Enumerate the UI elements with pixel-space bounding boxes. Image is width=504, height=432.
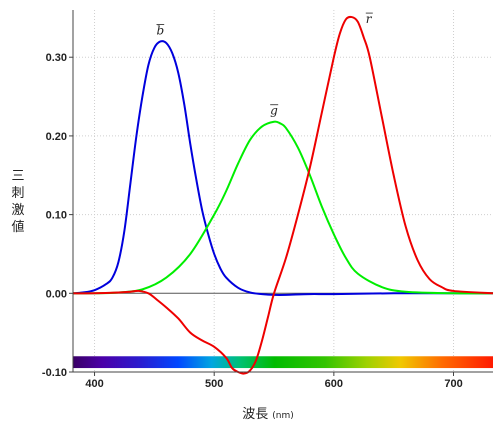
y-tick-label: -0.10 [42, 367, 67, 379]
y-tick-label: 0.10 [46, 210, 67, 222]
axes [69, 10, 493, 376]
y-axis-title-char: 刺 [11, 186, 24, 201]
series-group [72, 15, 494, 375]
series-label-g: g [270, 104, 278, 118]
grid [73, 10, 493, 373]
series-label-r: r [366, 12, 373, 26]
x-axis-title: 波長 (nm) [242, 407, 294, 422]
y-axis-title-char: 値 [11, 219, 24, 235]
y-tick-label: 0.00 [46, 288, 67, 300]
series-line-g [72, 120, 494, 295]
x-tick-label: 700 [444, 378, 462, 390]
spectrum-band [73, 356, 493, 369]
series-line-b [72, 40, 493, 296]
x-tick-label: 500 [205, 378, 223, 390]
y-tick-label: 0.30 [46, 52, 67, 64]
x-axis-title-text: 波長 [242, 407, 268, 422]
series-line-r [72, 15, 494, 375]
x-tick-label: 400 [85, 378, 103, 390]
y-axis-title-char: 三 [11, 169, 24, 184]
x-axis-title-unit: (nm) [272, 411, 294, 421]
y-tick-label: 0.20 [46, 131, 67, 143]
x-tick-label: 600 [325, 378, 343, 390]
y-axis-title-char: 激 [11, 203, 24, 218]
series-label-b: b [157, 23, 165, 37]
